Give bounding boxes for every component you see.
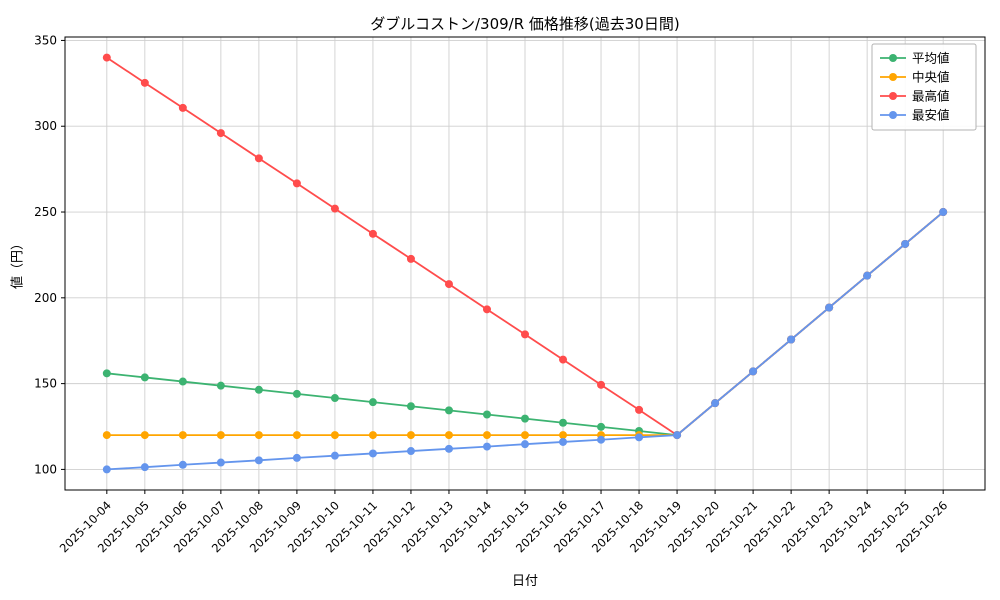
series-marker-max — [559, 355, 568, 364]
series-marker-min — [178, 460, 187, 469]
legend-label-median: 中央値 — [912, 70, 950, 85]
series-marker-min — [482, 442, 491, 451]
series-marker-median — [559, 431, 568, 440]
series-marker-min — [406, 447, 415, 456]
series-marker-max — [178, 103, 187, 112]
series-marker-median — [521, 431, 529, 440]
y-tick-label: 100 — [34, 462, 57, 476]
series-marker-mean — [140, 373, 149, 382]
series-marker-mean — [330, 394, 339, 403]
series-marker-mean — [597, 422, 606, 431]
series-marker-mean — [444, 406, 453, 415]
series-marker-median — [406, 431, 415, 440]
series-marker-max — [444, 280, 453, 289]
series-marker-mean — [482, 410, 491, 419]
series-marker-median — [102, 431, 111, 440]
series-marker-mean — [368, 398, 377, 407]
series-marker-median — [216, 431, 225, 440]
series-marker-max — [216, 129, 225, 138]
series-marker-max — [102, 53, 111, 62]
y-tick-label: 200 — [34, 291, 57, 305]
series-marker-mean — [521, 414, 529, 423]
series-marker-min — [673, 431, 682, 440]
series-marker-min — [521, 440, 529, 449]
series-marker-mean — [254, 385, 263, 394]
series-marker-max — [635, 405, 644, 414]
series-marker-max — [330, 204, 339, 213]
series-marker-median — [444, 431, 453, 440]
series-marker-max — [482, 305, 491, 314]
series-marker-mean — [292, 389, 301, 398]
series-marker-median — [254, 431, 263, 440]
series-marker-median — [140, 431, 149, 440]
series-marker-min — [635, 433, 644, 442]
series-marker-min — [939, 208, 948, 217]
legend-label-mean: 平均値 — [912, 51, 950, 66]
series-marker-min — [368, 449, 377, 458]
series-marker-max — [368, 229, 377, 238]
series-marker-max — [140, 78, 149, 87]
series-marker-mean — [102, 369, 111, 378]
series-marker-min — [292, 453, 301, 462]
legend-label-min: 最安値 — [912, 108, 950, 123]
series-marker-mean — [216, 381, 225, 390]
series-marker-min — [102, 465, 111, 474]
legend-marker-min — [889, 111, 897, 119]
y-tick-label: 150 — [34, 377, 57, 391]
series-marker-min — [749, 367, 758, 376]
series-marker-max — [292, 179, 301, 188]
series-marker-min — [711, 399, 720, 408]
series-marker-median — [330, 431, 339, 440]
series-marker-median — [178, 431, 187, 440]
series-marker-min — [597, 435, 606, 444]
y-tick-label: 250 — [34, 205, 57, 219]
series-marker-min — [330, 451, 339, 460]
x-axis-label: 日付 — [511, 574, 538, 589]
series-marker-min — [216, 458, 225, 467]
series-marker-median — [482, 431, 491, 440]
series-marker-max — [406, 254, 415, 263]
series-marker-min — [825, 303, 834, 312]
series-marker-mean — [406, 402, 415, 411]
legend-marker-max — [889, 92, 897, 100]
series-marker-min — [559, 437, 568, 446]
series-marker-max — [521, 330, 529, 339]
series-marker-median — [368, 431, 377, 440]
legend-label-max: 最高値 — [912, 89, 950, 104]
series-marker-min — [901, 239, 910, 248]
series-marker-min — [444, 444, 453, 453]
y-tick-label: 350 — [34, 33, 57, 47]
series-marker-mean — [178, 377, 187, 386]
series-marker-min — [787, 335, 796, 344]
legend-marker-median — [889, 73, 897, 81]
series-marker-min — [140, 463, 149, 472]
series-marker-median — [292, 431, 301, 440]
series-marker-min — [863, 271, 872, 280]
series-marker-mean — [559, 418, 568, 427]
legend-marker-mean — [889, 54, 897, 62]
chart-title: ダブルコストン/309/R 価格推移(過去30日間) — [370, 15, 680, 33]
y-tick-label: 300 — [34, 119, 57, 133]
series-marker-max — [597, 380, 606, 389]
legend-box — [871, 43, 977, 131]
series-marker-min — [254, 456, 263, 465]
series-marker-max — [254, 154, 263, 163]
